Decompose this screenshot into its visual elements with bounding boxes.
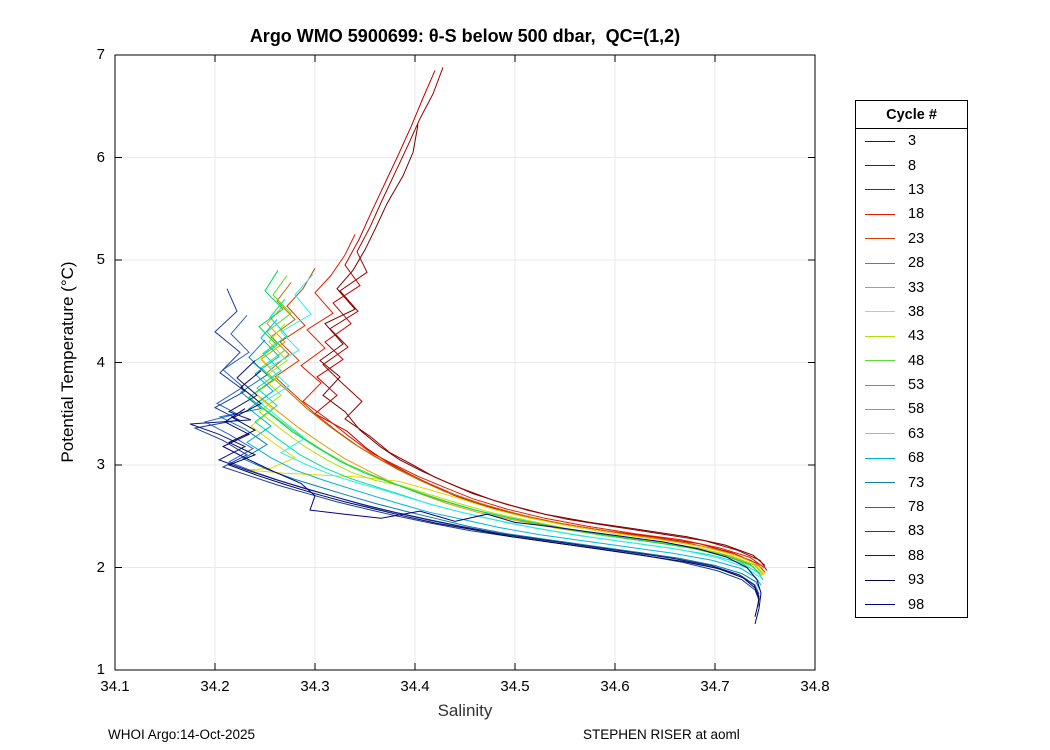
x-tick-label: 34.5 bbox=[500, 678, 530, 695]
legend-entry: 23 bbox=[856, 227, 967, 251]
legend-entry: 33 bbox=[856, 275, 967, 299]
series-cycle-3 bbox=[319, 124, 766, 566]
legend-line-sample bbox=[865, 604, 895, 606]
series-cycle-88 bbox=[189, 360, 760, 607]
x-tick-label: 34.4 bbox=[400, 678, 430, 695]
series-cycle-13 bbox=[314, 70, 766, 573]
legend-entry-label: 43 bbox=[908, 328, 925, 345]
series-cycle-63 bbox=[260, 274, 760, 578]
x-tick-label: 34.6 bbox=[600, 678, 630, 695]
legend-entry: 18 bbox=[856, 202, 967, 226]
legend-entry-label: 73 bbox=[908, 474, 925, 491]
series-cycle-28 bbox=[266, 282, 762, 568]
legend-entry-label: 8 bbox=[908, 157, 917, 174]
legend-entry-label: 3 bbox=[908, 133, 917, 150]
legend-entry: 78 bbox=[856, 495, 967, 519]
series-cycle-78 bbox=[203, 314, 760, 595]
legend-entry: 98 bbox=[856, 592, 967, 616]
legend-entry: 43 bbox=[856, 324, 967, 348]
legend-entry-label: 53 bbox=[908, 377, 925, 394]
legend-entry-label: 13 bbox=[908, 181, 925, 198]
series-cycle-53 bbox=[248, 270, 761, 574]
legend-line-sample bbox=[865, 579, 895, 581]
footer-credit-right: STEPHEN RISER at aoml bbox=[583, 727, 740, 742]
legend-line-sample bbox=[865, 213, 895, 215]
legend-entry: 53 bbox=[856, 373, 967, 397]
legend-line-sample bbox=[865, 165, 895, 167]
legend-entry-label: 48 bbox=[908, 352, 925, 369]
legend-entry: 13 bbox=[856, 178, 967, 202]
legend-entry: 88 bbox=[856, 544, 967, 568]
legend: Cycle # 3 8 13 18 23 28 33 38 43 48 53 58 63 68 73 78 83… bbox=[855, 100, 968, 618]
legend-entry-label: 88 bbox=[908, 547, 925, 564]
legend-line-sample bbox=[865, 555, 895, 557]
x-tick-label: 34.7 bbox=[700, 678, 730, 695]
x-tick-label: 34.2 bbox=[200, 678, 230, 695]
legend-entry-label: 83 bbox=[908, 523, 925, 540]
series-cycle-73 bbox=[218, 339, 761, 591]
y-tick-label: 7 bbox=[96, 46, 105, 63]
series-cycle-98 bbox=[221, 408, 762, 625]
y-tick-label: 6 bbox=[96, 148, 105, 166]
y-tick-label: 4 bbox=[96, 353, 105, 371]
legend-entry-label: 98 bbox=[908, 596, 925, 613]
legend-entry: 48 bbox=[856, 349, 967, 373]
series-cycle-18 bbox=[300, 234, 765, 568]
y-tick-label: 2 bbox=[96, 558, 105, 576]
series-cycle-38 bbox=[246, 341, 766, 574]
legend-line-sample bbox=[865, 433, 895, 435]
legend-entry: 63 bbox=[856, 422, 967, 446]
legend-entry: 8 bbox=[856, 153, 967, 177]
legend-entry-label: 93 bbox=[908, 572, 925, 589]
legend-entry: 3 bbox=[856, 129, 967, 153]
legend-entry-label: 23 bbox=[908, 230, 925, 247]
legend-line-sample bbox=[865, 384, 895, 386]
legend-entry-label: 63 bbox=[908, 425, 925, 442]
legend-line-sample bbox=[865, 238, 895, 240]
legend-entry-label: 38 bbox=[908, 303, 925, 320]
x-tick-label: 34.1 bbox=[100, 678, 130, 695]
legend-entry-label: 78 bbox=[908, 499, 925, 516]
y-tick-label: 5 bbox=[96, 251, 105, 268]
legend-entry-label: 18 bbox=[908, 206, 925, 223]
legend-line-sample bbox=[865, 482, 895, 484]
y-tick-label: 1 bbox=[96, 661, 105, 678]
legend-entry: 83 bbox=[856, 519, 967, 543]
legend-entry: 73 bbox=[856, 470, 967, 494]
legend-line-sample bbox=[865, 506, 895, 508]
legend-entry: 58 bbox=[856, 397, 967, 421]
legend-line-sample bbox=[865, 408, 895, 410]
legend-line-sample bbox=[865, 189, 895, 191]
series-cycle-48 bbox=[256, 275, 763, 577]
legend-entry: 28 bbox=[856, 251, 967, 275]
legend-entry-label: 68 bbox=[908, 450, 925, 467]
legend-line-sample bbox=[865, 335, 895, 337]
legend-line-sample bbox=[865, 287, 895, 289]
series-cycle-8 bbox=[322, 67, 768, 571]
legend-entry: 93 bbox=[856, 568, 967, 592]
legend-entry-label: 28 bbox=[908, 255, 925, 272]
legend-line-sample bbox=[865, 360, 895, 362]
legend-entry: 68 bbox=[856, 446, 967, 470]
legend-line-sample bbox=[865, 530, 895, 532]
x-axis-label: Salinity bbox=[437, 701, 493, 720]
x-tick-label: 34.3 bbox=[300, 678, 330, 695]
y-tick-label: 3 bbox=[96, 456, 105, 473]
x-tick-label: 34.8 bbox=[800, 678, 830, 695]
legend-rows: 3 8 13 18 23 28 33 38 43 48 53 58 63 68 73 78 83 88 93 98 bbox=[856, 129, 967, 617]
series-cycle-93 bbox=[227, 370, 760, 617]
legend-line-sample bbox=[865, 311, 895, 313]
legend-line-sample bbox=[865, 457, 895, 459]
legend-entry-label: 33 bbox=[908, 279, 925, 296]
chart-title: Argo WMO 5900699: θ-S below 500 dbar, QC… bbox=[249, 26, 681, 46]
legend-line-sample bbox=[865, 140, 895, 142]
footer-credit-left: WHOI Argo:14-Oct-2025 bbox=[108, 727, 256, 742]
legend-title: Cycle # bbox=[856, 101, 967, 129]
legend-entry-label: 58 bbox=[908, 401, 925, 418]
series-cycle-68 bbox=[246, 319, 762, 586]
legend-entry: 38 bbox=[856, 300, 967, 324]
legend-line-sample bbox=[865, 262, 895, 264]
